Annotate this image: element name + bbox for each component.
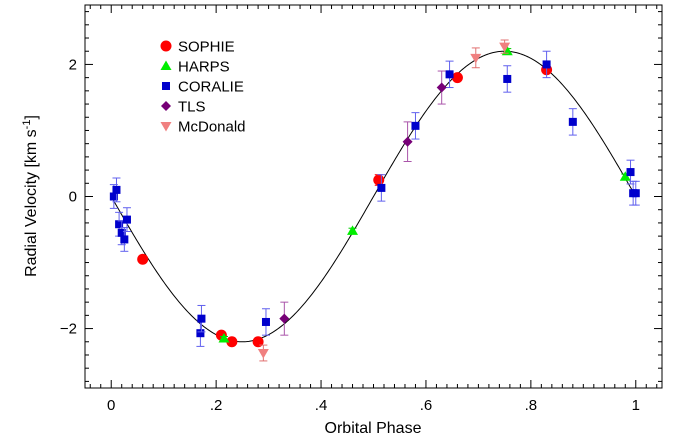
data-point: [252, 336, 264, 348]
x-tick-label: 1: [632, 397, 640, 414]
legend-marker: [160, 40, 172, 52]
x-tick-label: 0: [107, 397, 115, 414]
y-axis-label: Radial Velocity [km s-1]: [21, 115, 40, 277]
data-point: [122, 215, 131, 224]
legend-marker: [160, 60, 172, 70]
x-axis-label: Orbital Phase: [325, 420, 422, 437]
data-point: [117, 228, 126, 237]
data-point: [197, 314, 206, 323]
data-point: [499, 42, 511, 53]
data-point: [257, 349, 269, 359]
data-point: [542, 60, 551, 69]
data-point: [470, 53, 482, 64]
y-tick-label: −2: [60, 321, 77, 338]
series-harps: [218, 45, 631, 343]
series-coralie: [109, 50, 640, 347]
y-axis-label-tail: ]: [23, 115, 40, 119]
data-point: [218, 332, 230, 343]
legend-label: CORALIE: [178, 79, 244, 96]
data-point: [109, 192, 118, 201]
data-point: [436, 82, 447, 93]
data-point: [626, 168, 635, 177]
data-point: [619, 171, 631, 181]
y-axis-label-sup: -1: [21, 120, 33, 130]
legend-label: SOPHIE: [178, 39, 235, 56]
legend-marker: [162, 82, 170, 90]
data-point: [503, 74, 512, 83]
x-tick-label: .4: [315, 397, 328, 414]
data-point: [279, 313, 290, 324]
data-point: [373, 174, 385, 186]
data-point: [196, 329, 205, 338]
legend-label: HARPS: [178, 59, 230, 76]
legend-label: TLS: [178, 99, 206, 116]
data-point: [120, 235, 129, 244]
points-layer: [109, 39, 640, 362]
data-point: [112, 185, 121, 194]
data-point: [451, 72, 463, 84]
x-tick-label: .2: [210, 397, 223, 414]
y-axis-label-main: Radial Velocity [km s: [23, 129, 40, 277]
ticks-layer: 0 .2 .4 .6 .8 1 −2 0 2: [60, 5, 662, 414]
data-point: [347, 225, 359, 235]
x-tick-label: .8: [525, 397, 538, 414]
data-point: [568, 117, 577, 126]
legend-marker: [160, 122, 172, 132]
series-tls: [279, 70, 447, 336]
data-point: [411, 121, 420, 130]
legend-label: McDonald: [178, 119, 246, 136]
data-point: [137, 253, 149, 265]
legend: SOPHIE HARPS CORALIE TLS McDonald: [160, 39, 246, 136]
data-point: [631, 189, 640, 198]
y-tick-label: 0: [69, 189, 77, 206]
data-point: [226, 336, 238, 348]
data-point: [377, 183, 386, 192]
data-point: [115, 220, 124, 229]
data-point: [261, 317, 270, 326]
data-point: [445, 70, 454, 79]
data-point: [402, 136, 413, 147]
legend-marker: [161, 101, 171, 111]
series-mcdonald: [257, 39, 511, 362]
x-tick-label: .6: [420, 397, 433, 414]
y-tick-label: 2: [69, 56, 77, 73]
